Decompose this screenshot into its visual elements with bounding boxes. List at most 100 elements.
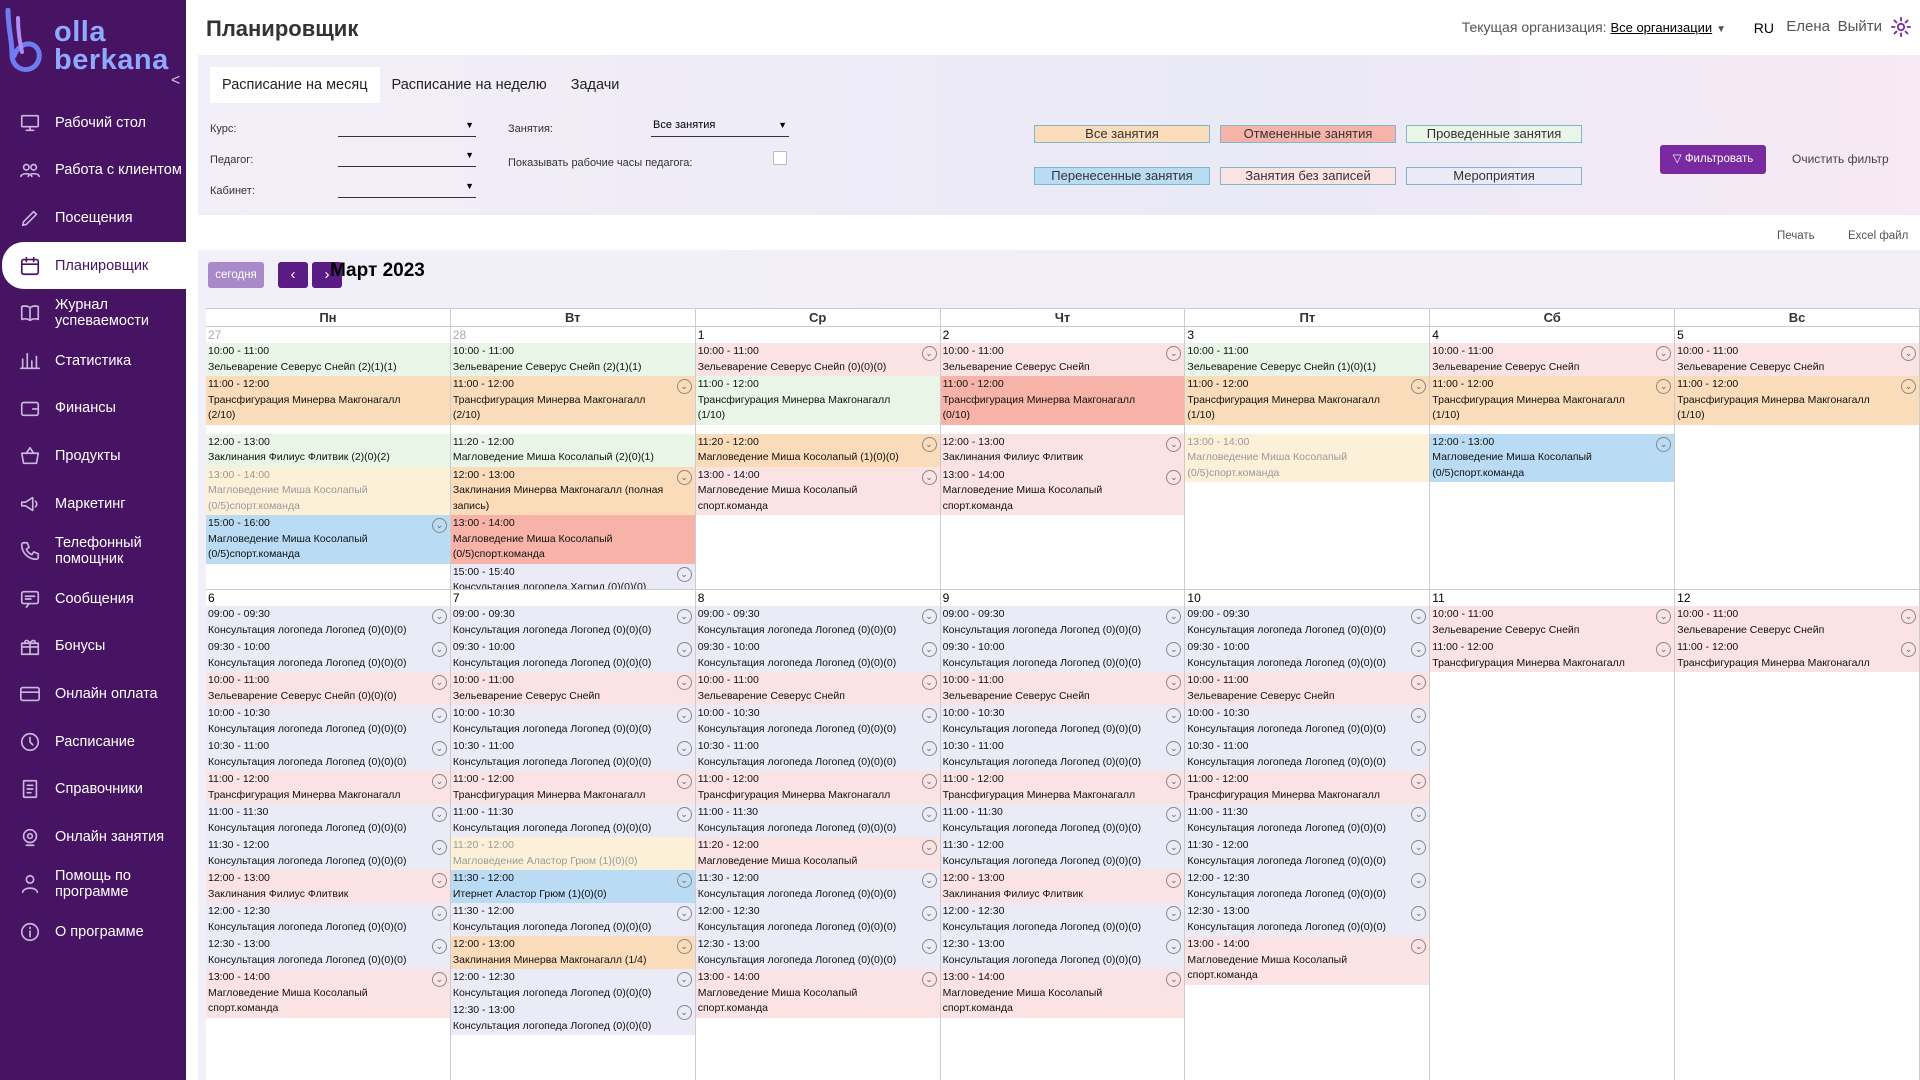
lesson-event[interactable]: 09:30 - 10:00 Консультация логопеда Логоп… <box>1185 639 1430 672</box>
day-cell[interactable]: 3 10:00 - 11:00 Зельеварение Северус Снейп… <box>1185 326 1431 589</box>
day-cell[interactable]: 8 09:00 - 09:30 Консультация логопеда Лого… <box>695 589 941 1080</box>
status-chevron-icon[interactable]: ⌄ <box>921 609 937 624</box>
lesson-event[interactable]: 09:30 - 10:00 Консультация логопеда Логоп… <box>206 639 450 672</box>
status-chevron-icon[interactable]: ⌄ <box>431 642 447 657</box>
day-cell[interactable]: 5 10:00 - 11:00 Зельеварение Северус Снейп… <box>1675 326 1920 589</box>
status-chevron-icon[interactable]: ⌄ <box>676 807 692 822</box>
status-chevron-icon[interactable]: ⌄ <box>431 840 447 855</box>
day-cell[interactable]: 11 10:00 - 11:00 Зельеварение Северус Сней… <box>1430 589 1676 1080</box>
lesson-event[interactable]: 12:00 - 13:00 Заклинания Филиус Флитвик ⌄ <box>206 870 450 903</box>
status-chevron-icon[interactable]: ⌄ <box>676 1005 692 1020</box>
sidebar-item-megaphone[interactable]: Маркетинг <box>0 480 186 528</box>
print-button[interactable]: Печать <box>1777 230 1815 242</box>
lesson-event[interactable]: 10:00 - 10:30 Консультация логопеда Логоп… <box>695 705 940 738</box>
lesson-event[interactable]: 10:00 - 11:00 Зельеварение Северус Снейп … <box>450 343 695 376</box>
sidebar-collapse-button[interactable]: < <box>171 72 181 89</box>
sidebar-item-chart[interactable]: Статистика <box>0 337 186 385</box>
status-chevron-icon[interactable]: ⌄ <box>921 939 937 954</box>
status-chevron-icon[interactable]: ⌄ <box>1166 469 1182 485</box>
status-chevron-icon[interactable]: ⌄ <box>921 741 937 756</box>
lesson-event[interactable]: 13:00 - 14:00 Магловедение Миша Косолапый… <box>1185 433 1430 482</box>
day-cell[interactable]: 10 09:00 - 09:30 Консультация логопеда Лог… <box>1185 589 1431 1080</box>
day-cell[interactable]: 7 09:00 - 09:30 Консультация логопеда Лого… <box>450 589 696 1080</box>
sidebar-item-wallet[interactable]: Финансы <box>0 385 186 433</box>
status-chevron-icon[interactable]: ⌄ <box>921 972 937 987</box>
lesson-event[interactable]: 11:00 - 12:00 Трансфигурация Минерва Макг… <box>206 376 450 425</box>
day-cell[interactable]: 1 10:00 - 11:00 Зельеварение Северус Снейп… <box>695 326 941 589</box>
status-chevron-icon[interactable]: ⌄ <box>431 906 447 921</box>
lesson-event[interactable]: 11:30 - 12:00 Итернет Аластор Грюм (1)(0)… <box>450 870 695 903</box>
status-chevron-icon[interactable]: ⌄ <box>431 518 447 533</box>
lesson-event[interactable]: 11:20 - 12:00 Магловедение Миша Косолапый… <box>695 433 940 467</box>
lesson-event[interactable]: 10:00 - 10:30 Консультация логопеда Логоп… <box>206 705 450 738</box>
lesson-event[interactable]: 15:00 - 16:00 Магловедение Миша Косолапый… <box>206 515 450 564</box>
status-chevron-icon[interactable]: ⌄ <box>1411 379 1427 394</box>
lesson-event[interactable]: 11:30 - 12:00 Консультация логопеда Логоп… <box>940 837 1185 870</box>
lesson-event[interactable]: 10:00 - 11:00 Зельеварение Северус Снейп ⌄ <box>1430 343 1675 376</box>
status-chevron-icon[interactable]: ⌄ <box>1656 436 1672 452</box>
day-cell[interactable]: 6 09:00 - 09:30 Консультация логопеда Лого… <box>206 589 451 1080</box>
lesson-event[interactable]: 09:00 - 09:30 Консультация логопеда Логоп… <box>206 606 450 639</box>
tab-tasks[interactable]: Задачи <box>570 77 620 93</box>
status-chevron-icon[interactable]: ⌄ <box>921 642 937 657</box>
lesson-event[interactable]: 11:00 - 12:00 Трансфигурация Минерва Макг… <box>450 376 695 425</box>
sidebar-item-gift[interactable]: Бонусы <box>0 623 186 671</box>
status-chevron-icon[interactable]: ⌄ <box>921 807 937 822</box>
today-button[interactable]: сегодня <box>208 262 264 288</box>
sidebar-item-book[interactable]: Журнал успеваемости <box>0 289 186 337</box>
status-chevron-icon[interactable]: ⌄ <box>1166 807 1182 822</box>
lesson-event[interactable]: 10:00 - 10:30 Консультация логопеда Логоп… <box>940 705 1185 738</box>
status-chevron-icon[interactable]: ⌄ <box>1411 708 1427 723</box>
lesson-event[interactable]: 13:00 - 14:00 Магловедение Миша Косолапый… <box>206 466 450 515</box>
lesson-event[interactable]: 10:00 - 11:00 Зельеварение Северус Снейп ⌄ <box>450 672 695 705</box>
lessons-select[interactable]: Все занятия ▼ <box>651 119 789 137</box>
lesson-event[interactable]: 09:30 - 10:00 Консультация логопеда Логоп… <box>450 639 695 672</box>
lesson-event[interactable]: 09:00 - 09:30 Консультация логопеда Логоп… <box>1185 606 1430 639</box>
status-chevron-icon[interactable]: ⌄ <box>676 906 692 921</box>
lesson-event[interactable]: 13:00 - 14:00 Магловедение Миша Косолапый… <box>940 969 1185 1018</box>
lesson-event[interactable]: 12:30 - 13:00 Консультация логопеда Логоп… <box>450 1002 695 1035</box>
status-chevron-icon[interactable]: ⌄ <box>676 642 692 657</box>
lesson-event[interactable]: 09:00 - 09:30 Консультация логопеда Логоп… <box>940 606 1185 639</box>
day-cell[interactable]: 28 10:00 - 11:00 Зельеварение Северус Сней… <box>450 326 696 589</box>
day-cell[interactable]: 27 10:00 - 11:00 Зельеварение Северус Сней… <box>206 326 451 589</box>
status-chevron-icon[interactable]: ⌄ <box>1411 774 1427 789</box>
day-cell[interactable]: 2 10:00 - 11:00 Зельеварение Северус Снейп… <box>940 326 1186 589</box>
lesson-event[interactable]: 12:00 - 12:30 Консультация логопеда Логоп… <box>695 903 940 936</box>
status-chevron-icon[interactable]: ⌄ <box>431 939 447 954</box>
lesson-event[interactable]: 11:00 - 11:30 Консультация логопеда Логоп… <box>1185 804 1430 837</box>
status-chevron-icon[interactable]: ⌄ <box>1411 840 1427 855</box>
lesson-event[interactable]: 10:30 - 11:00 Консультация логопеда Логоп… <box>450 738 695 771</box>
gear-icon[interactable] <box>1890 16 1912 38</box>
lesson-event[interactable]: 13:00 - 14:00 Магловедение Миша Косолапый… <box>1185 936 1430 985</box>
status-chevron-icon[interactable]: ⌄ <box>1411 906 1427 921</box>
status-chevron-icon[interactable]: ⌄ <box>431 807 447 822</box>
lesson-event[interactable]: 09:30 - 10:00 Консультация логопеда Логоп… <box>695 639 940 672</box>
lesson-event[interactable]: 10:30 - 11:00 Консультация логопеда Логоп… <box>695 738 940 771</box>
sidebar-item-help[interactable]: Помощь по программе <box>0 861 186 909</box>
lesson-event[interactable]: 10:00 - 11:00 Зельеварение Северус Снейп … <box>695 343 940 376</box>
organization-value[interactable]: Все организации <box>1610 20 1713 35</box>
legend-rescheduled[interactable]: Перенесенные занятия <box>1034 167 1210 185</box>
status-chevron-icon[interactable]: ⌄ <box>431 873 447 888</box>
lesson-event[interactable]: 12:30 - 13:00 Консультация логопеда Логоп… <box>1185 903 1430 936</box>
status-chevron-icon[interactable]: ⌄ <box>431 774 447 789</box>
legend-cancelled[interactable]: Отмененные занятия <box>1220 125 1396 143</box>
lesson-event[interactable]: 11:30 - 12:00 Консультация логопеда Логоп… <box>206 837 450 870</box>
status-chevron-icon[interactable]: ⌄ <box>921 469 937 485</box>
status-chevron-icon[interactable]: ⌄ <box>431 675 447 690</box>
lesson-event[interactable]: 09:00 - 09:30 Консультация логопеда Логоп… <box>695 606 940 639</box>
status-chevron-icon[interactable]: ⌄ <box>921 873 937 888</box>
status-chevron-icon[interactable]: ⌄ <box>1411 939 1427 954</box>
status-chevron-icon[interactable]: ⌄ <box>1411 873 1427 888</box>
status-chevron-icon[interactable]: ⌄ <box>1900 379 1916 394</box>
status-chevron-icon[interactable]: ⌄ <box>1166 675 1182 690</box>
lesson-event[interactable]: 11:00 - 12:00 Трансфигурация Минерва Макг… <box>940 771 1185 804</box>
brand-logo[interactable]: olla berkana <box>2 8 182 78</box>
lesson-event[interactable]: 11:00 - 11:30 Консультация логопеда Логоп… <box>940 804 1185 837</box>
status-chevron-icon[interactable]: ⌄ <box>1166 774 1182 789</box>
lesson-event[interactable]: 09:30 - 10:00 Консультация логопеда Логоп… <box>940 639 1185 672</box>
clear-filter-button[interactable]: Очистить фильтр <box>1792 152 1889 166</box>
lesson-event[interactable]: 12:00 - 13:00 Заклинания Филиус Флитвик (… <box>206 433 450 467</box>
status-chevron-icon[interactable]: ⌄ <box>1900 346 1916 361</box>
